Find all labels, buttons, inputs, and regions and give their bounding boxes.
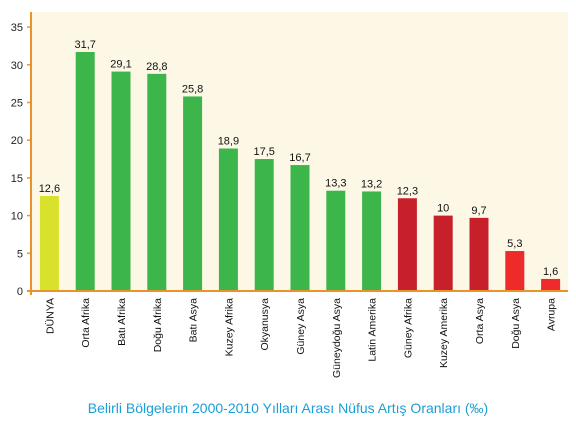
category-label: Güney Asya xyxy=(295,298,307,355)
category-label: Latin Amerika xyxy=(367,298,379,362)
data-label: 5,3 xyxy=(507,238,522,250)
bar xyxy=(326,190,346,291)
bar xyxy=(469,217,489,291)
category-label: Okyanusya xyxy=(259,298,271,351)
category-label: DÜNYA xyxy=(44,298,56,334)
bar xyxy=(183,96,203,291)
category-label: Batı Afrika xyxy=(116,298,128,346)
bar xyxy=(541,278,561,291)
data-label: 10 xyxy=(437,203,449,215)
y-tick-label: 25 xyxy=(11,97,23,109)
bar xyxy=(218,148,238,291)
category-label: Kuzey Afrika xyxy=(223,298,235,357)
bar xyxy=(397,198,417,291)
y-tick-label: 30 xyxy=(11,60,23,72)
chart-title: Belirli Bölgelerin 2000-2010 Yılları Ara… xyxy=(87,400,489,416)
category-label: Güney Afrika xyxy=(402,298,414,358)
category-label: Kuzey Amerika xyxy=(438,298,450,368)
category-label: Orta Asya xyxy=(474,298,486,344)
data-label: 9,7 xyxy=(471,205,486,217)
data-label: 12,6 xyxy=(39,183,60,195)
data-label: 28,8 xyxy=(146,61,167,73)
y-tick-label: 20 xyxy=(11,135,23,147)
y-tick-label: 5 xyxy=(17,248,23,260)
data-label: 13,2 xyxy=(361,178,382,190)
data-label: 12,3 xyxy=(397,185,418,197)
y-tick-label: 15 xyxy=(11,173,23,185)
category-label: Avrupa xyxy=(546,298,558,331)
data-label: 17,5 xyxy=(253,146,274,158)
category-label: Doğu Afrika xyxy=(152,298,164,352)
bar xyxy=(111,71,131,291)
bar xyxy=(147,73,167,292)
bar xyxy=(75,51,95,291)
bar xyxy=(505,251,525,291)
category-label: Orta Afrika xyxy=(80,298,92,348)
y-tick-label: 10 xyxy=(11,211,23,223)
bar-chart: 0 5 10 15 20 25 30 35 12,6 31,7 29,1 28,8 25,8 18,9 1… xyxy=(11,12,568,378)
bar xyxy=(362,191,382,291)
y-tick-label: 0 xyxy=(17,286,23,298)
y-tick-label: 35 xyxy=(11,22,23,34)
data-label: 25,8 xyxy=(182,83,203,95)
data-label: 13,3 xyxy=(325,178,346,190)
bar xyxy=(39,195,59,291)
bar xyxy=(254,159,274,291)
category-label: Güneydoğu Asya xyxy=(331,298,343,378)
data-label: 16,7 xyxy=(289,152,310,164)
data-label: 31,7 xyxy=(74,39,95,51)
data-label: 29,1 xyxy=(110,59,131,71)
data-label: 18,9 xyxy=(218,135,239,147)
category-label: Batı Asya xyxy=(188,298,200,343)
bar xyxy=(290,165,310,291)
category-label: Doğu Asya xyxy=(510,298,522,349)
data-label: 1,6 xyxy=(543,266,558,278)
bar xyxy=(433,215,453,291)
